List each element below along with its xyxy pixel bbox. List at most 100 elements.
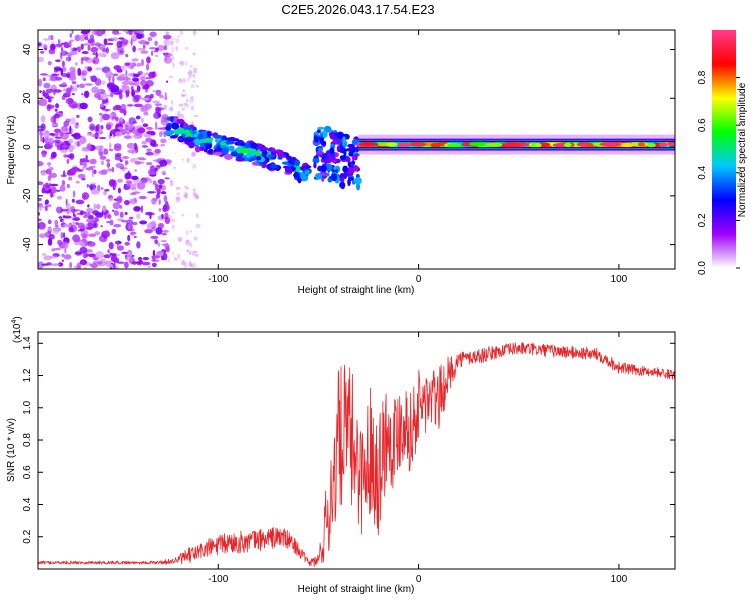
noise-speck (181, 213, 184, 217)
tone-blob (647, 142, 656, 148)
noise-speck (80, 69, 88, 76)
noise-speck (154, 54, 159, 57)
tone-blob (637, 142, 646, 147)
noise-speck (112, 134, 115, 138)
noise-speck (154, 73, 157, 77)
noise-speck (180, 142, 184, 145)
noise-speck (114, 131, 123, 137)
tone-blob (534, 142, 542, 148)
chirp-blob (304, 169, 310, 175)
noise-speck (124, 184, 131, 188)
noise-speck (83, 90, 90, 99)
noise-speck (147, 36, 153, 42)
tone-blob (447, 143, 460, 148)
noise-speck (93, 203, 96, 211)
noise-speck (79, 209, 84, 216)
noise-speck (86, 132, 91, 137)
burst-blob (339, 147, 345, 154)
chirp-blob (184, 136, 194, 143)
chart-title: C2E5.2026.043.17.54.E23 (281, 2, 434, 17)
noise-speck (74, 62, 78, 66)
noise-speck (58, 111, 63, 114)
noise-speck (178, 103, 184, 107)
noise-speck (67, 138, 74, 144)
noise-speck (54, 108, 58, 112)
noise-speck (185, 186, 190, 191)
noise-speck (137, 48, 146, 51)
noise-speck (101, 30, 106, 35)
noise-speck (90, 188, 100, 195)
noise-speck (40, 223, 44, 230)
noise-speck (42, 136, 45, 143)
noise-speck (83, 161, 88, 168)
noise-speck (111, 253, 117, 257)
noise-speck (129, 198, 138, 205)
noise-speck (116, 240, 119, 247)
noise-speck (146, 56, 151, 64)
noise-speck (142, 44, 146, 49)
burst-blob (355, 182, 361, 191)
noise-speck (145, 211, 154, 216)
noise-speck (116, 178, 123, 183)
burst-blob (340, 176, 345, 183)
snr-frame (37, 331, 676, 570)
noise-speck (157, 222, 165, 229)
chirp-blob (225, 140, 235, 145)
noise-speck (157, 107, 162, 115)
noise-speck (112, 30, 120, 35)
noise-speck (137, 256, 143, 261)
noise-speck (146, 148, 152, 153)
noise-speck (131, 58, 139, 62)
noise-speck (136, 213, 141, 219)
noise-speck (170, 99, 174, 105)
noise-speck (184, 103, 189, 108)
noise-speck (110, 254, 118, 263)
noise-speck (177, 236, 183, 243)
noise-speck (63, 41, 70, 48)
noise-speck (71, 87, 78, 92)
noise-speck (110, 52, 120, 60)
noise-speck (92, 52, 96, 56)
tone-blob (469, 141, 487, 147)
noise-speck (190, 96, 194, 99)
noise-speck (113, 261, 116, 269)
noise-speck (171, 56, 175, 61)
noise-speck (123, 64, 127, 72)
burst-blob (354, 177, 362, 185)
noise-speck (171, 252, 175, 255)
tone-blob (358, 142, 379, 147)
noise-speck (117, 126, 124, 130)
chirp-blob (197, 133, 203, 140)
chirp-blob (297, 177, 302, 184)
noise-speck (186, 98, 189, 103)
noise-speck (39, 131, 44, 137)
noise-speck (179, 78, 182, 82)
noise-speck (68, 227, 74, 233)
noise-speck (77, 229, 82, 232)
noise-speck (146, 126, 153, 130)
chirp-blob (250, 152, 256, 157)
noise-speck (119, 117, 123, 123)
noise-speck (124, 62, 131, 66)
noise-speck (71, 198, 75, 203)
noise-speck (146, 223, 153, 230)
noise-speck (42, 253, 46, 256)
noise-speck (95, 67, 102, 71)
noise-speck (66, 73, 71, 78)
chirp-blob (173, 127, 183, 135)
noise-speck (92, 60, 96, 63)
noise-speck (151, 197, 157, 205)
colorbar: 0.0 0.2 0.4 0.6 0.8 Normalized spectral ampl… (697, 30, 748, 275)
noise-speck (48, 166, 54, 171)
tone-blob (667, 141, 675, 147)
noise-speck (103, 38, 108, 46)
noise-speck (48, 137, 54, 144)
noise-speck (40, 115, 46, 123)
noise-speck (81, 30, 91, 34)
noise-speck (189, 263, 193, 268)
noise-speck (170, 53, 174, 57)
noise-speck (85, 167, 94, 171)
noise-speck (133, 73, 140, 78)
noise-speck (106, 263, 113, 268)
chirp-blob (199, 146, 205, 151)
